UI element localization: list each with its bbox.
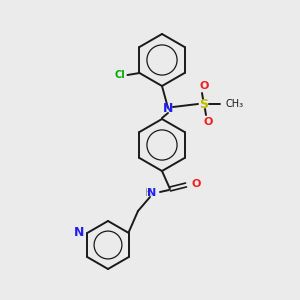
Text: O: O [203, 117, 213, 127]
Text: CH₃: CH₃ [226, 99, 244, 109]
Text: Cl: Cl [115, 70, 125, 80]
Text: N: N [147, 188, 156, 198]
Text: S: S [200, 98, 208, 110]
Text: N: N [163, 101, 173, 115]
Text: H: H [145, 188, 152, 198]
Text: O: O [191, 179, 200, 189]
Text: N: N [74, 226, 84, 238]
Text: O: O [199, 81, 209, 91]
